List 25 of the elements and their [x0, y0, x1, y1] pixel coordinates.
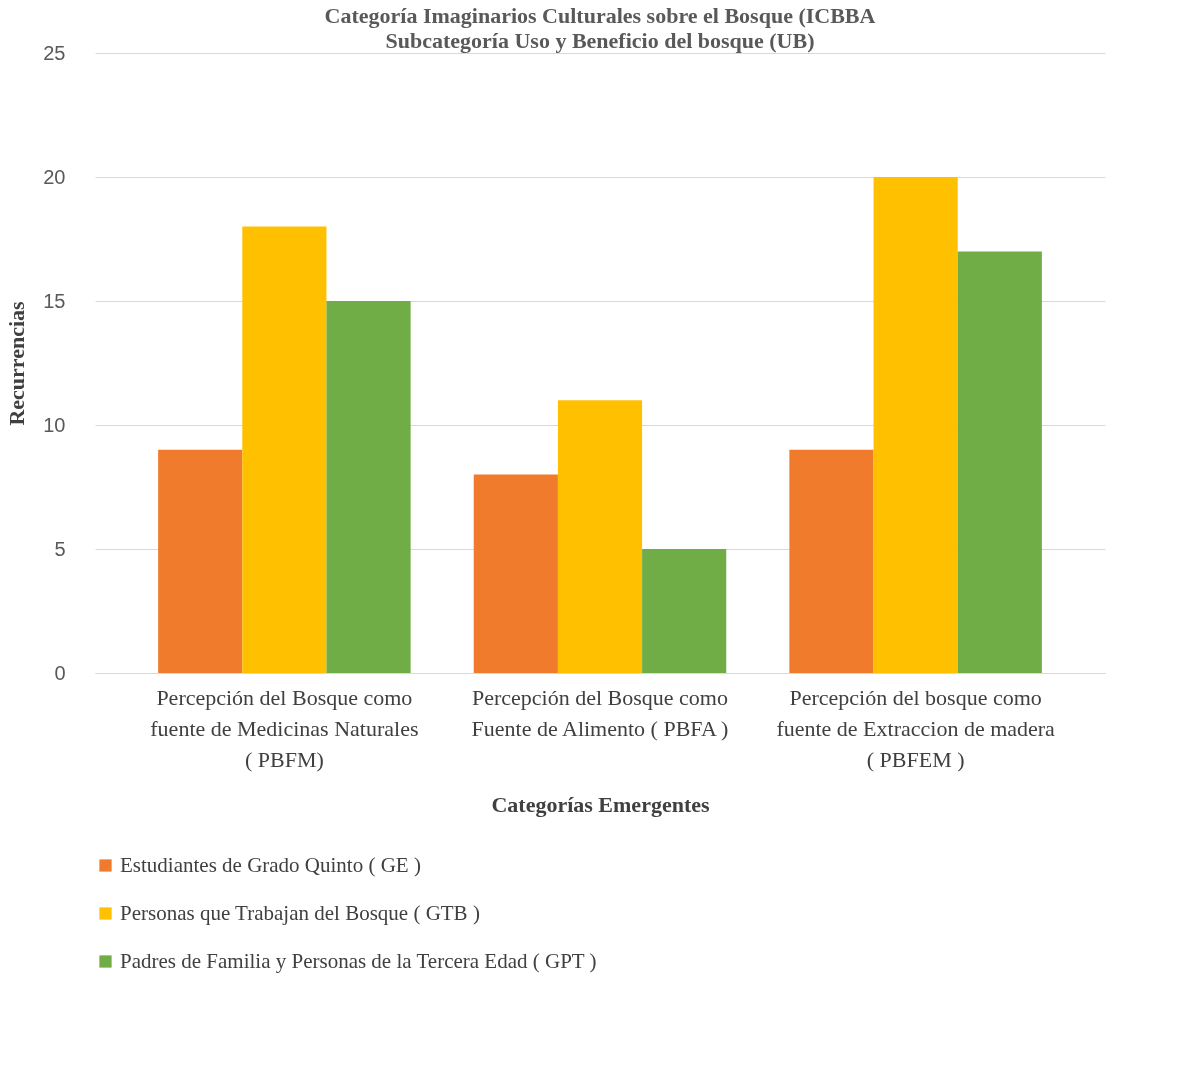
legend-label: Padres de Familia y Personas de la Tercera Edad ( GPT ): [120, 948, 597, 973]
bar: [158, 449, 243, 673]
bar: [642, 549, 727, 673]
y-axis-title: Recurrencias: [4, 300, 30, 426]
bar: [326, 301, 411, 673]
y-tick-label: 10: [43, 413, 66, 436]
x-tick-label: Percepción del bosque como fuente de Extraccion de madera ( PBFEM ): [776, 684, 1056, 772]
bar: [557, 400, 643, 673]
chart-subtitle: Subcategoría Uso y Beneficio del bosque (UB): [385, 28, 815, 53]
y-tick-label: 5: [54, 537, 66, 560]
legend-label: Personas que Trabajan del Bosque ( GTB ): [120, 900, 480, 925]
bar: [242, 226, 327, 673]
bar: [957, 251, 1042, 673]
x-tick-label: Percepción del Bosque como Fuente de Alimento ( PBFA ): [471, 684, 729, 741]
y-tick-label: 0: [54, 661, 66, 684]
bar: [873, 177, 958, 673]
legend-label: Estudiantes de Grado Quinto ( GE ): [120, 852, 421, 877]
x-tick-label: Percepción del Bosque como fuente de Medicinas Naturales ( PBFM): [150, 684, 419, 772]
bar: [789, 449, 874, 673]
y-tick-label: 25: [43, 41, 66, 64]
y-tick-label: 20: [43, 165, 66, 188]
y-tick-label: 15: [43, 289, 66, 312]
x-axis-title: Categorías Emergentes: [491, 791, 710, 817]
bar: [473, 474, 558, 673]
chart-title: Categoría Imaginarios Culturales sobre el Bosque (ICBBA: [324, 3, 876, 28]
